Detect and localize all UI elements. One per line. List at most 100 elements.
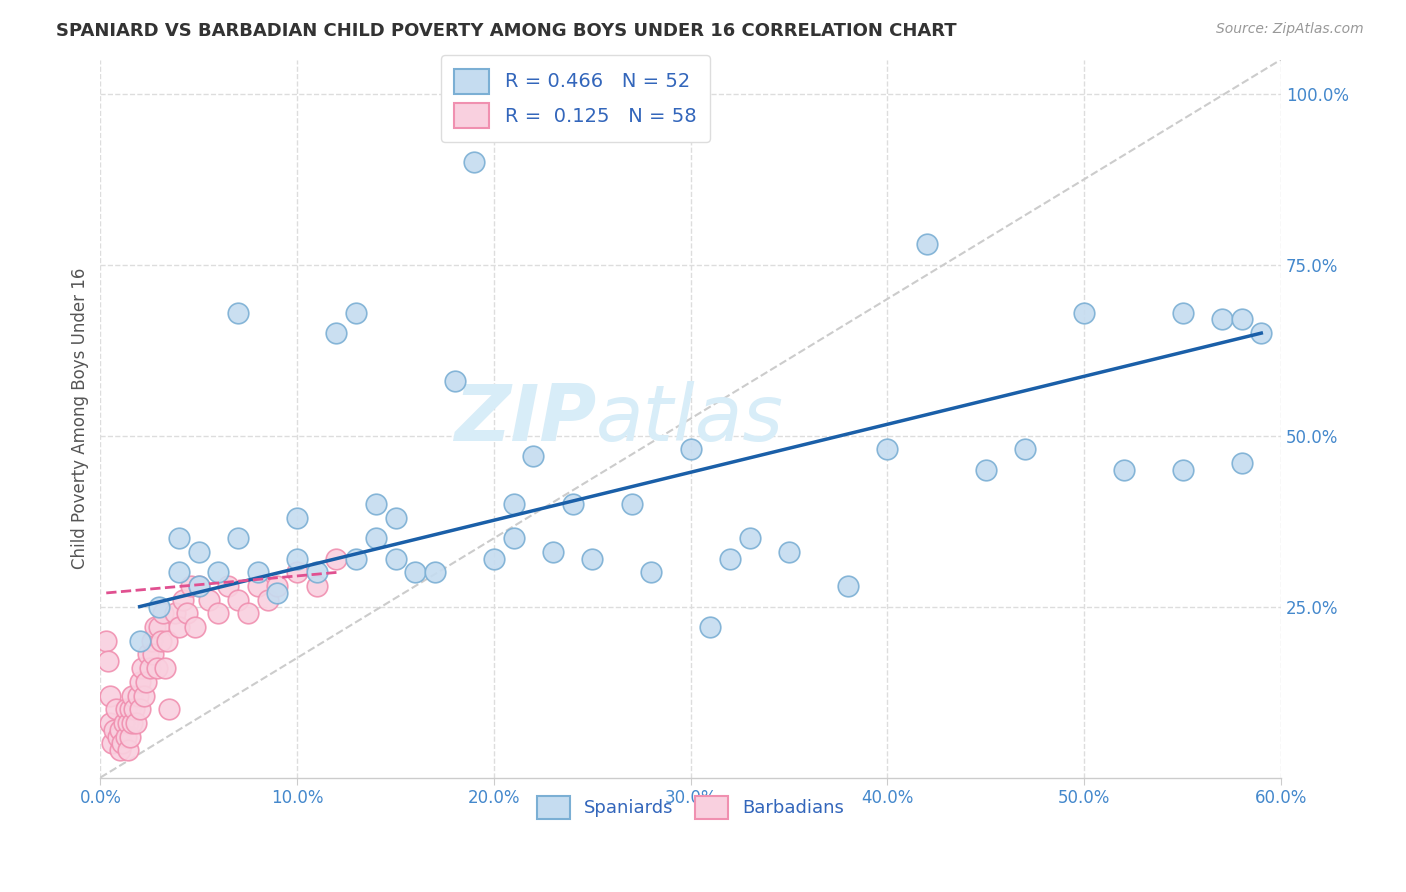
- Point: [136, 648, 159, 662]
- Point: [738, 531, 761, 545]
- Point: [699, 620, 721, 634]
- Point: [112, 715, 135, 730]
- Point: [502, 531, 524, 545]
- Point: [522, 449, 544, 463]
- Point: [718, 551, 741, 566]
- Point: [305, 566, 328, 580]
- Point: [184, 620, 207, 634]
- Point: [1171, 463, 1194, 477]
- Point: [236, 607, 259, 621]
- Point: [226, 531, 249, 545]
- Text: atlas: atlas: [596, 381, 785, 457]
- Point: [876, 442, 898, 457]
- Point: [443, 374, 465, 388]
- Point: [155, 661, 177, 675]
- Point: [96, 633, 118, 648]
- Point: [122, 702, 145, 716]
- Point: [141, 633, 163, 648]
- Legend: Spaniards, Barbadians: Spaniards, Barbadians: [530, 789, 852, 826]
- Point: [561, 497, 583, 511]
- Point: [1073, 305, 1095, 319]
- Point: [128, 674, 150, 689]
- Point: [172, 592, 194, 607]
- Point: [197, 592, 219, 607]
- Point: [1171, 305, 1194, 319]
- Point: [121, 689, 143, 703]
- Point: [1250, 326, 1272, 340]
- Point: [207, 566, 229, 580]
- Point: [679, 442, 702, 457]
- Point: [837, 579, 859, 593]
- Point: [364, 497, 387, 511]
- Point: [502, 497, 524, 511]
- Point: [256, 592, 278, 607]
- Point: [128, 633, 150, 648]
- Point: [125, 715, 148, 730]
- Point: [118, 702, 141, 716]
- Point: [142, 648, 165, 662]
- Point: [482, 551, 505, 566]
- Point: [157, 702, 180, 716]
- Point: [145, 620, 167, 634]
- Point: [150, 633, 173, 648]
- Point: [778, 545, 800, 559]
- Point: [187, 579, 209, 593]
- Point: [118, 730, 141, 744]
- Point: [167, 531, 190, 545]
- Point: [108, 723, 131, 737]
- Point: [146, 661, 169, 675]
- Point: [364, 531, 387, 545]
- Point: [620, 497, 643, 511]
- Point: [325, 326, 347, 340]
- Text: Source: ZipAtlas.com: Source: ZipAtlas.com: [1216, 22, 1364, 37]
- Point: [640, 566, 662, 580]
- Point: [176, 607, 198, 621]
- Point: [581, 551, 603, 566]
- Point: [285, 551, 308, 566]
- Point: [384, 510, 406, 524]
- Point: [404, 566, 426, 580]
- Point: [148, 620, 170, 634]
- Point: [167, 620, 190, 634]
- Point: [187, 579, 209, 593]
- Point: [226, 592, 249, 607]
- Point: [541, 545, 564, 559]
- Point: [384, 551, 406, 566]
- Text: ZIP: ZIP: [454, 381, 596, 457]
- Point: [97, 654, 120, 668]
- Y-axis label: Child Poverty Among Boys Under 16: Child Poverty Among Boys Under 16: [72, 268, 89, 569]
- Point: [285, 566, 308, 580]
- Point: [117, 743, 139, 757]
- Point: [226, 305, 249, 319]
- Point: [1112, 463, 1135, 477]
- Point: [127, 689, 149, 703]
- Text: SPANIARD VS BARBADIAN CHILD POVERTY AMONG BOYS UNDER 16 CORRELATION CHART: SPANIARD VS BARBADIAN CHILD POVERTY AMON…: [56, 22, 957, 40]
- Point: [117, 715, 139, 730]
- Point: [246, 579, 269, 593]
- Point: [207, 607, 229, 621]
- Point: [246, 566, 269, 580]
- Point: [101, 736, 124, 750]
- Point: [266, 586, 288, 600]
- Point: [344, 305, 367, 319]
- Point: [108, 743, 131, 757]
- Point: [1014, 442, 1036, 457]
- Point: [463, 155, 485, 169]
- Point: [128, 702, 150, 716]
- Point: [121, 715, 143, 730]
- Point: [423, 566, 446, 580]
- Point: [1230, 312, 1253, 326]
- Point: [217, 579, 239, 593]
- Point: [132, 689, 155, 703]
- Point: [131, 661, 153, 675]
- Point: [325, 551, 347, 566]
- Point: [115, 730, 138, 744]
- Point: [135, 674, 157, 689]
- Point: [152, 607, 174, 621]
- Point: [1211, 312, 1233, 326]
- Point: [305, 579, 328, 593]
- Point: [344, 551, 367, 566]
- Point: [915, 237, 938, 252]
- Point: [148, 599, 170, 614]
- Point: [1230, 456, 1253, 470]
